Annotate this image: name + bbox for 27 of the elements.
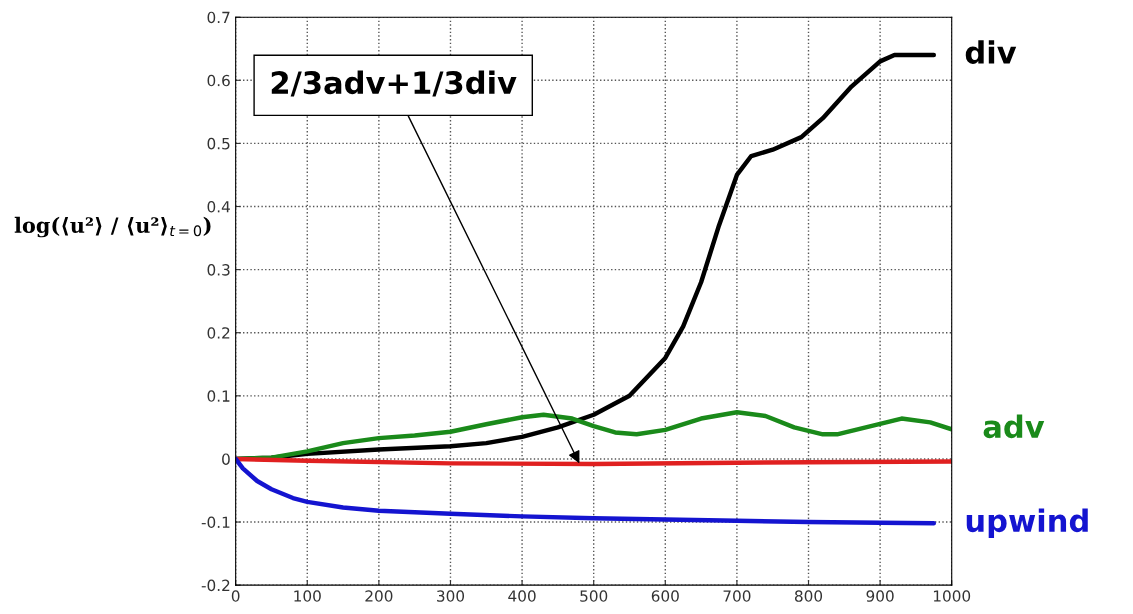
y-tick-label: 0.4 (207, 200, 230, 213)
x-tick-label: 500 (580, 590, 608, 602)
y-tick-label: 0.7 (207, 11, 230, 24)
y-tick-label: 0.6 (207, 74, 230, 87)
y-axis-title: log(⟨u²⟩ / ⟨u²⟩$_{t=0}$) (14, 216, 211, 238)
x-tick-label: 600 (651, 590, 679, 602)
x-tick-label: 400 (508, 590, 536, 602)
series-label: div (965, 40, 1017, 64)
x-tick-label: 100 (294, 590, 321, 602)
y-tick-label: 0.1 (207, 390, 230, 402)
x-tick-label: 200 (365, 590, 393, 602)
y-tick-label: 0.3 (207, 264, 230, 276)
y-tick-label: 0 (222, 453, 230, 465)
x-tick-label: 700 (723, 590, 751, 602)
y-tick-label: -0.2 (201, 579, 230, 592)
x-tick-label: 1000 (933, 590, 971, 602)
x-tick-label: 300 (437, 590, 465, 602)
y-tick-label: 0.2 (207, 327, 230, 339)
annotation: 2/3adv+1/3div (271, 70, 517, 97)
x-tick-label: 0 (231, 590, 240, 602)
series-label: upwind (966, 508, 1088, 539)
y-tick-label: 0.5 (207, 137, 230, 150)
x-tick-label: 900 (866, 590, 894, 602)
y-tick-label: -0.1 (201, 516, 230, 529)
x-tick-label: 800 (794, 590, 823, 602)
series-label: adv (983, 414, 1045, 439)
line-series (235, 456, 937, 526)
